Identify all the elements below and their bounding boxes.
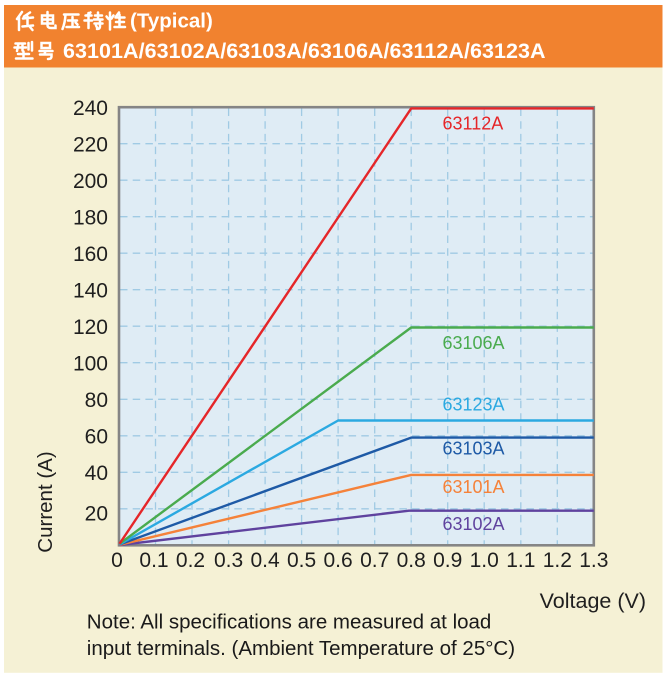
svg-text:0.8: 0.8 [397, 549, 426, 572]
svg-text:20: 20 [85, 503, 108, 526]
svg-text:0.2: 0.2 [176, 549, 205, 572]
svg-text:input terminals. (Ambient Temp: input terminals. (Ambient Temperature of… [87, 637, 515, 660]
svg-text:1.3: 1.3 [579, 549, 608, 572]
svg-text:0.9: 0.9 [433, 549, 462, 572]
svg-text:140: 140 [73, 279, 108, 302]
svg-text:63106A: 63106A [443, 333, 505, 353]
svg-text:63103A: 63103A [443, 439, 505, 459]
svg-text:0.4: 0.4 [250, 549, 280, 572]
svg-text:Current (A): Current (A) [34, 451, 57, 552]
svg-text:1.2: 1.2 [543, 549, 572, 572]
svg-text:40: 40 [85, 462, 108, 485]
svg-text:0: 0 [111, 549, 123, 572]
svg-text:(Typical): (Typical) [130, 10, 213, 33]
svg-text:160: 160 [73, 243, 108, 266]
svg-text:1.0: 1.0 [470, 549, 499, 572]
svg-text:180: 180 [73, 206, 108, 229]
svg-text:100: 100 [73, 352, 108, 375]
svg-text:0.7: 0.7 [360, 549, 389, 572]
svg-text:0.5: 0.5 [287, 549, 316, 572]
svg-text:63101A/63102A/63103A/63106A/63: 63101A/63102A/63103A/63106A/63112A/63123… [63, 39, 546, 63]
svg-text:60: 60 [85, 425, 108, 448]
svg-text:63112A: 63112A [443, 114, 504, 134]
svg-text:200: 200 [73, 170, 108, 193]
svg-text:1.1: 1.1 [506, 549, 535, 572]
svg-text:Voltage (V): Voltage (V) [540, 589, 646, 613]
svg-text:63123A: 63123A [443, 395, 505, 415]
svg-text:0.3: 0.3 [214, 549, 243, 572]
svg-text:240: 240 [73, 97, 108, 120]
svg-text:Note: All specifications are m: Note: All specifications are measured at… [87, 610, 492, 633]
svg-text:0.1: 0.1 [139, 549, 168, 572]
svg-text:63102A: 63102A [443, 514, 505, 534]
svg-text:120: 120 [73, 316, 108, 339]
svg-text:0.6: 0.6 [323, 549, 352, 572]
svg-text:63101A: 63101A [443, 477, 505, 497]
svg-text:220: 220 [73, 133, 108, 156]
svg-text:80: 80 [85, 389, 108, 412]
